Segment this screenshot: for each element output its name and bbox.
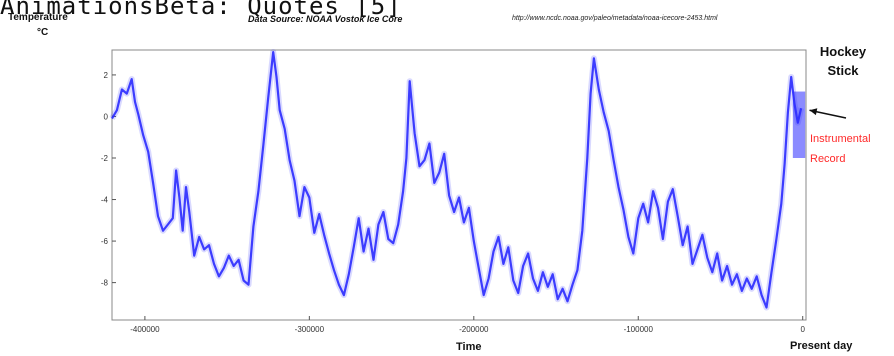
y-tick-label: -8	[101, 279, 109, 288]
y-tick-label: -4	[101, 196, 109, 205]
y-axis-unit: °C	[37, 27, 49, 38]
x-tick-label: -200000	[459, 325, 489, 334]
x-tick-label: -300000	[295, 325, 325, 334]
chart-marks	[109, 49, 805, 311]
y-tick-label: -2	[101, 154, 109, 163]
chart-annotations	[792, 91, 847, 158]
plot-frame	[111, 49, 807, 321]
present-day-label: Present day	[790, 340, 853, 352]
overlay-caption: AnimationsBeta: Quotes [5]	[0, 0, 402, 20]
chart-axes: -400000 -300000 -200000 -100000 0 2 0 -2 -4 -6 -8	[101, 49, 807, 334]
y-tick-label: 0	[104, 112, 109, 121]
data-source-text: Data Source: NOAA Vostok Ice Core	[248, 14, 403, 24]
temperature-series-band	[109, 49, 805, 311]
x-tick-label: -100000	[624, 325, 654, 334]
instrumental-record-annotation: Instrumental Record	[810, 133, 871, 165]
y-tick-label: 2	[104, 71, 109, 80]
y-tick-label: -6	[101, 237, 109, 246]
y-axis-label: Temperature	[8, 12, 68, 23]
data-source-url: http://www.ncdc.noaa.gov/paleo/metadata/…	[512, 15, 718, 22]
hockey-stick-annotation: Hockey Stick	[819, 44, 867, 78]
x-axis-label: Time	[456, 341, 482, 353]
temperature-series-line	[111, 50, 803, 309]
instrumental-record-band	[792, 91, 806, 158]
x-tick-label: -400000	[130, 325, 160, 334]
hockey-stick-arrowhead	[809, 108, 818, 116]
x-tick-label: 0	[800, 325, 805, 334]
